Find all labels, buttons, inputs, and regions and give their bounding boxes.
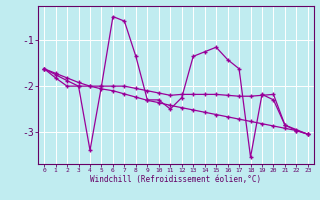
X-axis label: Windchill (Refroidissement éolien,°C): Windchill (Refroidissement éolien,°C) [91,175,261,184]
